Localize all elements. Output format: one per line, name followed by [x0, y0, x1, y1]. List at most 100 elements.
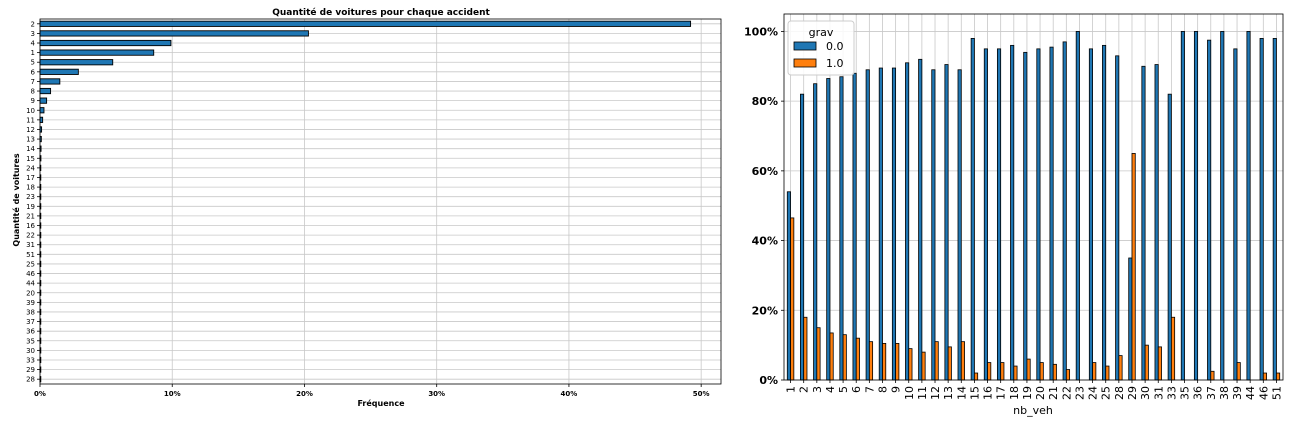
x-tick-label: 10	[903, 386, 916, 400]
bar-12-series-1.0	[934, 341, 939, 381]
y-tick-label: 31	[26, 241, 35, 249]
y-tick-label: 25	[26, 260, 35, 268]
bar-46-series-0.0	[1259, 38, 1264, 381]
x-tick-label: 5	[837, 386, 850, 393]
bar-13-series-1.0	[947, 346, 952, 381]
horizontal-bar-chart: Quantité de voitures pour chaque acciden…	[11, 7, 722, 408]
bar-51-series-1.0	[1276, 372, 1281, 381]
bar-5	[39, 59, 114, 66]
y-tick-label: 11	[26, 116, 35, 124]
bar-8-series-1.0	[882, 342, 887, 381]
bar-23-series-0.0	[1075, 31, 1080, 381]
x-tick-label: 6	[850, 386, 863, 393]
x-tick-label: 17	[995, 386, 1008, 400]
x-axis-label: nb_veh	[1013, 404, 1053, 417]
plot-area: 2341567891011121314152417182319211622315…	[26, 18, 722, 398]
bar-19-series-0.0	[1023, 51, 1028, 381]
bar-3-series-0.0	[813, 83, 818, 381]
x-tick-label: 12	[929, 386, 942, 400]
bar-36-series-0.0	[1193, 31, 1199, 381]
y-tick-label: 80%	[752, 95, 778, 108]
bar-6-series-0.0	[852, 72, 857, 381]
bar-3	[39, 30, 309, 37]
x-tick-label: 30	[1139, 386, 1152, 400]
y-tick-label: 46	[26, 270, 35, 278]
x-tick-label: 23	[1073, 386, 1086, 400]
y-tick-label: 51	[26, 251, 35, 259]
y-tick-label: 37	[26, 318, 35, 326]
x-tick-label: 37	[1205, 386, 1218, 400]
bar-37-series-1.0	[1210, 370, 1215, 381]
bar-44-series-0.0	[1246, 31, 1251, 381]
bar-1-series-0.0	[786, 191, 791, 381]
bar-9-series-1.0	[895, 342, 900, 381]
x-tick-label: 51	[1270, 386, 1283, 400]
bar-16-series-1.0	[987, 362, 992, 381]
chart-title: Quantité de voitures pour chaque acciden…	[272, 7, 490, 18]
y-tick-label: 16	[26, 222, 35, 230]
x-tick-label: 35	[1179, 386, 1192, 400]
y-axis-label: Quantité de voitures	[11, 153, 21, 246]
plot-area: 0%20%40%60%80%100% 1 2 3 4 5 6 7 8 9 10 11 12 13 14 15…	[744, 13, 1284, 400]
bar-14-series-1.0	[960, 341, 965, 381]
bar-28-series-1.0	[1118, 355, 1123, 381]
bar-31-series-1.0	[1157, 346, 1162, 381]
x-tick-label: 13	[942, 386, 955, 400]
bar-51-series-0.0	[1272, 38, 1277, 381]
x-tick-label: 20%	[296, 390, 313, 398]
x-tick-label: 24	[1087, 386, 1100, 400]
x-tick-label: 10%	[164, 390, 181, 398]
bar-7-series-1.0	[868, 341, 874, 381]
y-tick-label: 23	[26, 193, 35, 201]
bar-10-series-1.0	[908, 348, 913, 381]
bar-16-series-0.0	[983, 48, 988, 381]
plot-frame	[783, 13, 1284, 381]
x-tick-label: 20	[1034, 386, 1047, 400]
grouped-bar-chart: 0%20%40%60%80%100% 1 2 3 4 5 6 7 8 9 10 11 12 13 14 15…	[744, 13, 1284, 417]
bar-35-series-0.0	[1180, 31, 1185, 381]
bar-8-series-0.0	[878, 67, 883, 381]
legend-label-0: 0.0	[826, 40, 844, 53]
bar-38-series-0.0	[1220, 31, 1225, 381]
bar-29-series-1.0	[1131, 153, 1136, 381]
x-tick-label: 44	[1244, 386, 1257, 400]
bar-3-series-1.0	[816, 327, 821, 381]
y-tick-label: 30	[26, 347, 35, 355]
x-tick-label: 16	[982, 386, 995, 400]
legend-label-1: 1.0	[826, 57, 844, 70]
bar-11-series-0.0	[918, 58, 923, 381]
y-tick-label: 17	[26, 174, 35, 182]
x-tick-label: 18	[1008, 386, 1021, 400]
bar-12-series-0.0	[931, 69, 936, 381]
x-tick-label: 15	[968, 386, 981, 400]
bar-4	[39, 39, 172, 47]
x-tick-label: 1	[785, 386, 798, 393]
x-tick-label: 2	[798, 386, 811, 393]
legend-swatch-0	[793, 41, 817, 51]
y-tick-label: 7	[31, 78, 35, 86]
y-tick-label: 15	[26, 155, 35, 163]
y-tick-label: 2	[31, 20, 35, 28]
y-tick-label: 9	[31, 97, 35, 105]
y-tick-label: 22	[26, 232, 35, 240]
bar-22-series-0.0	[1062, 41, 1067, 381]
y-tick-label: 100%	[744, 25, 778, 38]
x-tick-label: 19	[1021, 386, 1034, 400]
x-tick-label: 22	[1060, 386, 1073, 400]
bar-2-series-0.0	[800, 93, 805, 381]
bar-24-series-1.0	[1092, 362, 1097, 381]
bar-37-series-0.0	[1207, 39, 1212, 381]
bar-30-series-1.0	[1144, 344, 1149, 381]
bar-7	[39, 78, 61, 85]
bar-39-series-0.0	[1233, 48, 1238, 381]
bar-19-series-1.0	[1026, 358, 1031, 381]
y-tick-label: 4	[31, 40, 36, 48]
y-tick-label: 24	[26, 164, 35, 172]
x-tick-label: 28	[1113, 386, 1126, 400]
bar-28-series-0.0	[1115, 55, 1120, 381]
bar-15-series-0.0	[970, 38, 975, 381]
plot-frame	[39, 18, 722, 385]
bar-5-series-0.0	[839, 76, 844, 381]
y-tick-label: 5	[31, 59, 35, 67]
bar-25-series-1.0	[1105, 365, 1110, 381]
